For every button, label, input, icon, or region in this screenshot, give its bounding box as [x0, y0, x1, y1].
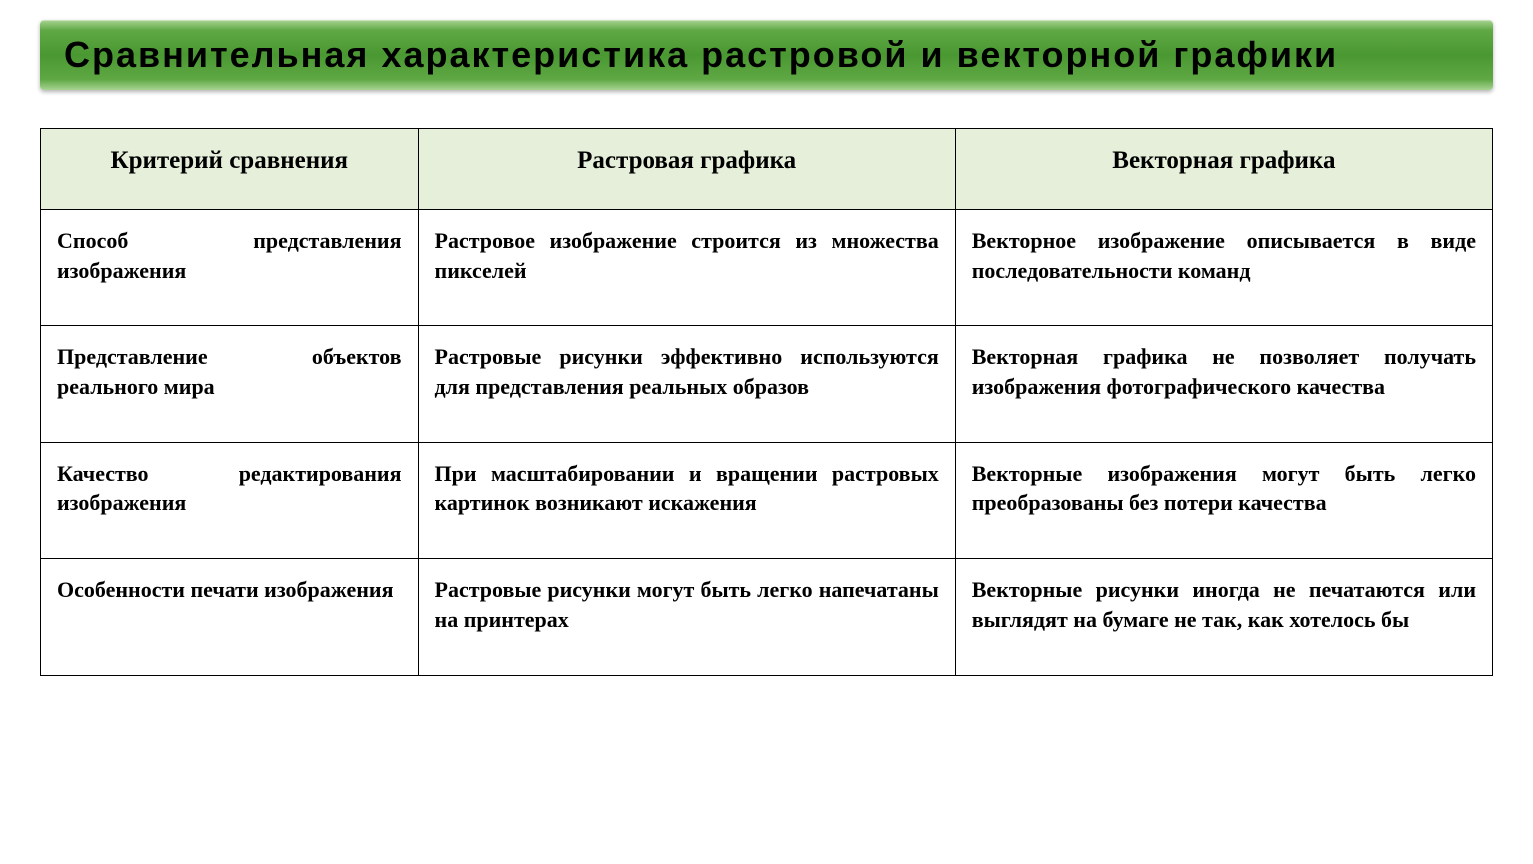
table-header-cell: Критерий сравнения [41, 129, 419, 210]
table-row: Представление объектов реального мира Ра… [41, 326, 1493, 442]
table-row: Особенности печати изображения Растровые… [41, 559, 1493, 675]
table-cell: Растровое изображение строится из множес… [418, 210, 955, 326]
table-row: Качество редактирования изображения При … [41, 442, 1493, 558]
page-title: Сравнительная характеристика растровой и… [64, 34, 1469, 76]
comparison-table: Критерий сравнения Растровая графика Век… [40, 128, 1493, 676]
table-cell: Растровые рисунки могут быть легко напеч… [418, 559, 955, 675]
table-cell: Векторные изображения могут быть легко п… [955, 442, 1492, 558]
table-cell: Особенности печати изображения [41, 559, 419, 675]
table-cell: Представление объектов реального мира [41, 326, 419, 442]
table-header-cell: Векторная графика [955, 129, 1492, 210]
table-cell: Растровые рисунки эффективно используютс… [418, 326, 955, 442]
table-cell: Способ представления изображения [41, 210, 419, 326]
table-cell: Векторная графика не позволяет получать … [955, 326, 1492, 442]
table-cell: Качество редактирования изображения [41, 442, 419, 558]
title-bar: Сравнительная характеристика растровой и… [40, 20, 1493, 90]
table-header-cell: Растровая графика [418, 129, 955, 210]
table-cell: При масштабировании и вращении растровых… [418, 442, 955, 558]
table-cell: Векторное изображение описывается в виде… [955, 210, 1492, 326]
table-row: Способ представления изображения Растров… [41, 210, 1493, 326]
table-cell: Векторные рисунки иногда не печатаются и… [955, 559, 1492, 675]
table-header-row: Критерий сравнения Растровая графика Век… [41, 129, 1493, 210]
